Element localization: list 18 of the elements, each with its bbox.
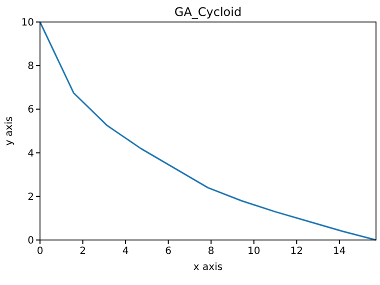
line-series — [39, 21, 377, 241]
x-tick-label: 8 — [208, 246, 214, 257]
chart-title: GA_Cycloid — [174, 5, 242, 19]
y-tick-label: 8 — [28, 61, 34, 72]
x-tick-label: 0 — [36, 246, 44, 257]
x-tick-label: 4 — [122, 246, 129, 257]
y-axis-title: y axis — [4, 116, 15, 146]
y-tick-label: 6 — [28, 104, 34, 116]
y-tick-label: 4 — [28, 148, 34, 160]
y-tick-label: 2 — [28, 192, 34, 203]
x-axis-title: x axis — [193, 262, 223, 273]
y-tick-label: 10 — [21, 18, 34, 28]
x-tick-label: 12 — [290, 246, 304, 257]
x-tick-label: 10 — [248, 246, 260, 257]
x-tick-label: 14 — [333, 246, 346, 257]
x-tick-label: 6 — [165, 246, 172, 257]
y-tick-label: 0 — [28, 236, 34, 246]
x-tick-label: 2 — [80, 246, 86, 257]
